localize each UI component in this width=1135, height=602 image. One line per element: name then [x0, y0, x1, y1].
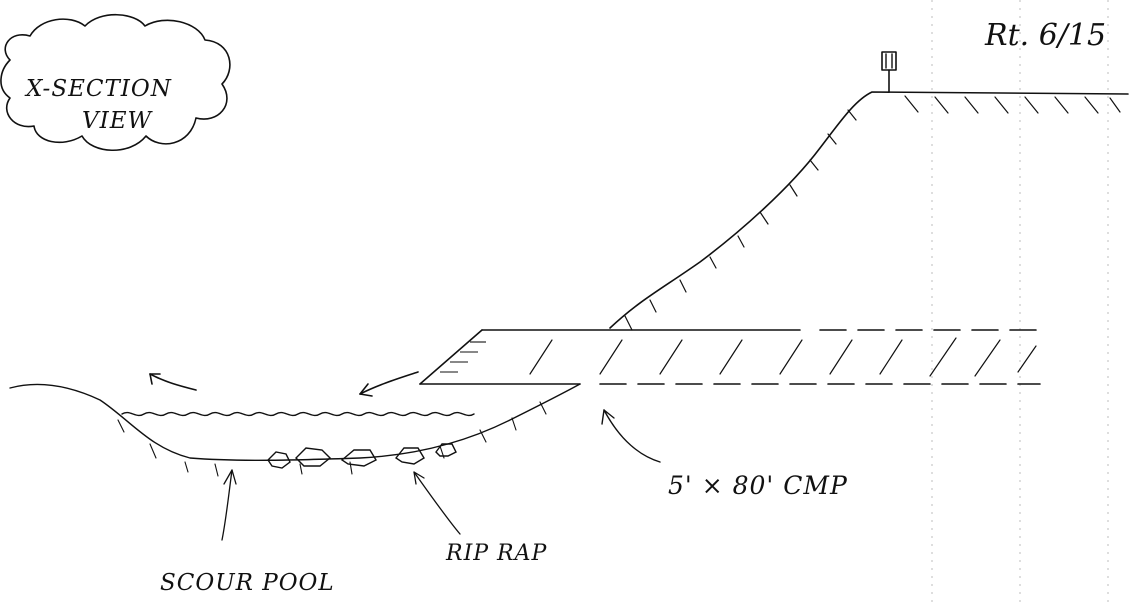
flow-arrow-upstream — [149, 373, 197, 391]
scan-artifact-lines — [931, 0, 1109, 602]
route-label: Rt. 6/15 — [984, 18, 1106, 53]
pipe-callout: 5' × 80' CMP — [601, 409, 848, 500]
stream-channel — [9, 383, 581, 477]
flow-arrow-downstream — [359, 371, 419, 397]
scour-pool-callout: SCOUR POOL — [160, 469, 335, 596]
riprap-callout: RIP RAP — [413, 471, 548, 566]
cloud-title-line1: X-SECTION — [24, 76, 172, 102]
riprap-stones — [267, 443, 457, 469]
culvert-pipe — [419, 329, 1041, 385]
cloud-title-line2: VIEW — [82, 108, 153, 134]
title-cloud: X-SECTION VIEW — [0, 14, 231, 152]
scour-pool-label: SCOUR POOL — [160, 570, 335, 596]
embankment — [609, 91, 1129, 331]
guardrail-post-icon — [881, 51, 897, 93]
pipe-label: 5' × 80' CMP — [668, 471, 848, 500]
riprap-label: RIP RAP — [445, 541, 548, 566]
